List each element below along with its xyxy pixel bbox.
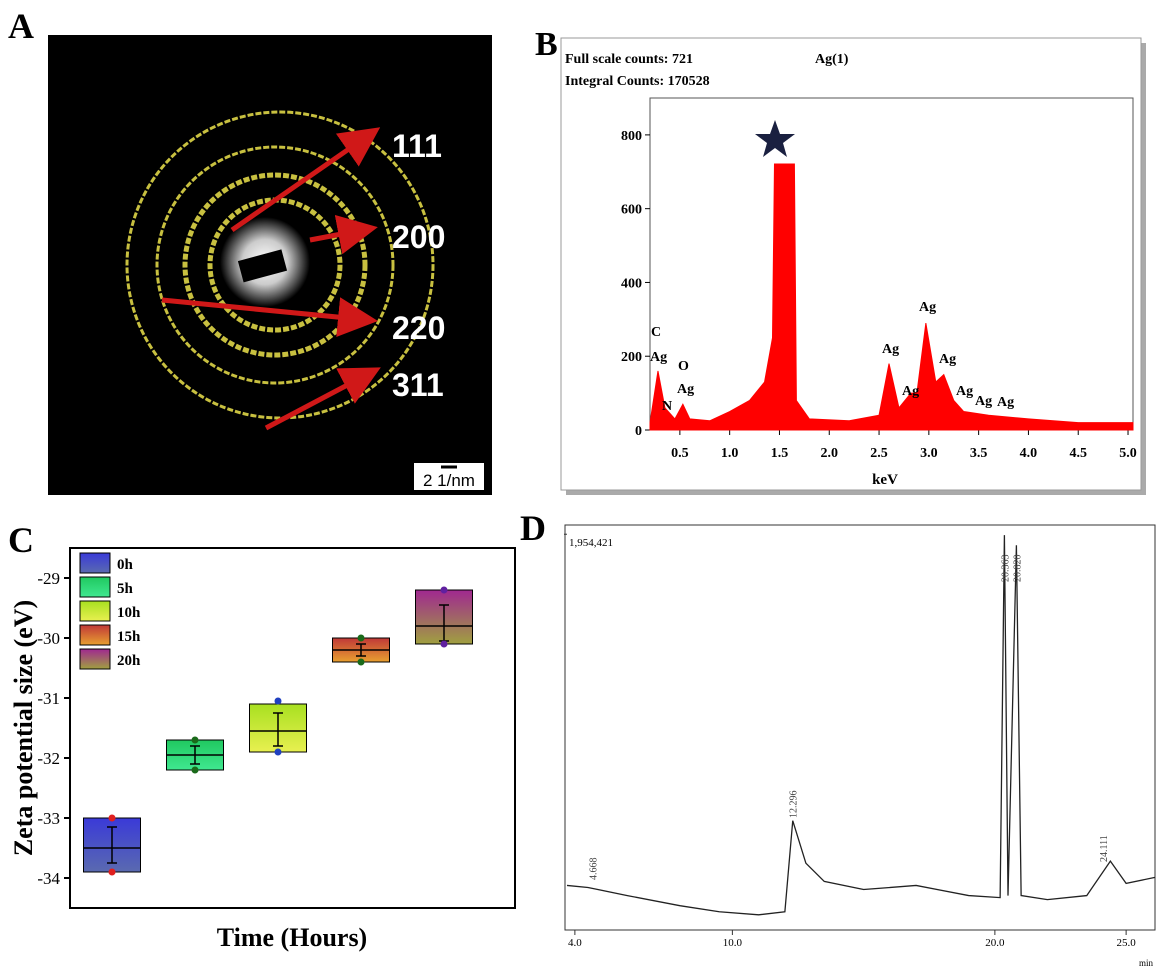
y-tick-label: 200 [621, 350, 642, 365]
x-axis-label: min [1139, 958, 1154, 968]
peak-label: Ag [939, 352, 956, 367]
min-point [358, 659, 365, 666]
x-tick-label: 0.5 [671, 446, 689, 461]
peak-label: Ag [997, 395, 1014, 410]
peak-label: Ag [975, 394, 992, 409]
legend-swatch [80, 625, 110, 645]
min-point [109, 869, 116, 876]
y-tick-label: -30 [37, 629, 60, 648]
peak-label: Ag [677, 382, 694, 397]
y-tick-label: 0 [635, 424, 642, 439]
legend-swatch [80, 577, 110, 597]
y-tick-label: 1,954,421 [569, 537, 613, 549]
x-tick-label: 1.0 [721, 446, 739, 461]
peak-label: C [651, 325, 661, 340]
legend-swatch [80, 553, 110, 573]
y-axis-label: Zeta potential size (eV) [9, 600, 38, 856]
peak-label: Ag [902, 384, 919, 399]
scale-bar-label: 2 1/nm [423, 471, 475, 490]
min-point [192, 767, 199, 774]
peak-label: 4.668 [588, 858, 599, 881]
max-point [109, 815, 116, 822]
peak-label: Ag [956, 384, 973, 399]
legend-label: 20h [117, 653, 141, 669]
legend-swatch [80, 601, 110, 621]
max-point [441, 587, 448, 594]
legend-label: 0h [117, 557, 134, 573]
x-tick-label: 4.5 [1069, 446, 1087, 461]
chromatogram [567, 535, 1155, 915]
y-tick-label: -31 [37, 689, 60, 708]
x-tick-label: 10.0 [723, 937, 743, 949]
peak-label: Ag [919, 300, 936, 315]
peak-label: N [662, 399, 672, 414]
x-axis-label: keV [872, 472, 898, 488]
max-point [192, 737, 199, 744]
legend-swatch [80, 649, 110, 669]
peak-label: 24.111 [1099, 835, 1110, 862]
peak-label: Ag [650, 350, 667, 365]
y-tick-label: -33 [37, 809, 60, 828]
plot-area [565, 525, 1155, 930]
peak-label: 20.820 [1012, 555, 1023, 583]
peak-label: 20.363 [1000, 555, 1011, 583]
x-tick-label: 4.0 [568, 937, 582, 949]
legend-label: 5h [117, 581, 134, 597]
header-text: Ag(1) [815, 52, 849, 67]
x-tick-label: 2.5 [870, 446, 888, 461]
header-text: Integral Counts: 170528 [565, 74, 710, 89]
min-point [441, 641, 448, 648]
plane-label: 311 [392, 367, 444, 403]
x-tick-label: 20.0 [985, 937, 1005, 949]
x-tick-label: 25.0 [1117, 937, 1137, 949]
y-tick-label: 600 [621, 203, 642, 218]
x-tick-label: 5.0 [1119, 446, 1137, 461]
panel-label: C [8, 520, 34, 560]
x-tick-label: 2.0 [821, 446, 839, 461]
peak-label: Ag [882, 342, 899, 357]
x-tick-label: 3.5 [970, 446, 988, 461]
max-point [275, 698, 282, 705]
plane-label: 111 [392, 128, 442, 164]
y-tick-label: 400 [621, 276, 642, 291]
x-tick-label: 3.0 [920, 446, 938, 461]
y-tick-label: -32 [37, 749, 60, 768]
x-axis-label: Time (Hours) [217, 923, 367, 952]
legend-label: 10h [117, 605, 141, 621]
y-tick-label: -34 [37, 869, 60, 888]
plane-label: 220 [392, 310, 445, 346]
max-point [358, 635, 365, 642]
peak-label: O [678, 359, 689, 374]
y-tick-label: 800 [621, 129, 642, 144]
x-tick-label: 1.5 [771, 446, 789, 461]
panel-label: D [520, 508, 546, 548]
panel-label: B [535, 26, 558, 63]
min-point [275, 749, 282, 756]
peak-label: 12.296 [789, 791, 800, 819]
y-tick-label: -29 [37, 569, 60, 588]
panel-label: A [8, 6, 34, 46]
legend-label: 15h [117, 629, 141, 645]
header-text: Full scale counts: 721 [565, 52, 693, 67]
x-tick-label: 4.0 [1020, 446, 1038, 461]
plane-label: 200 [392, 219, 445, 255]
